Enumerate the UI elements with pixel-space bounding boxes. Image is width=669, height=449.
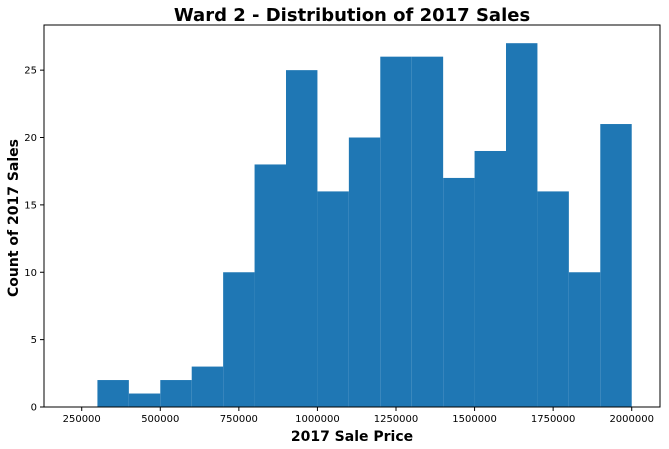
histogram-bar-7 [317, 191, 349, 407]
histogram-bar-3 [191, 366, 224, 407]
histogram-bar-14 [537, 191, 569, 407]
histogram-bar-11 [443, 177, 475, 407]
histogram-bar-5 [254, 164, 286, 407]
histogram-bar-13 [506, 43, 538, 407]
x-tick-label: 2000000 [609, 414, 654, 425]
histogram-bar-2 [160, 380, 192, 407]
histogram-bar-12 [474, 150, 506, 407]
histogram-bar-4 [223, 272, 255, 407]
y-tick-label: 25 [24, 66, 37, 77]
histogram-bar-6 [286, 70, 318, 407]
y-axis-label: Count of 2017 Sales [6, 139, 22, 297]
histogram-bar-8 [348, 137, 381, 407]
chart-title: Ward 2 - Distribution of 2017 Sales [174, 5, 530, 26]
histogram-bar-15 [568, 272, 601, 407]
histogram-bar-16 [600, 124, 632, 407]
y-tick-label: 0 [31, 403, 37, 414]
y-tick-label: 10 [24, 268, 37, 279]
histogram-bar-9 [380, 56, 412, 407]
y-axis-ticks: 0 5 10 15 20 25 [24, 66, 44, 414]
histogram-bar-1 [128, 393, 161, 407]
x-tick-label: 1000000 [295, 414, 340, 425]
histogram-bar-10 [411, 56, 444, 407]
x-axis-ticks: 250000 500000 750000 1000000 1250000 1500000 1… [63, 407, 654, 425]
histogram-bar-0 [97, 380, 129, 407]
x-tick-label: 1750000 [531, 414, 576, 425]
x-tick-label: 500000 [141, 414, 179, 425]
plot-frame [43, 24, 661, 408]
y-tick-label: 5 [31, 335, 37, 346]
x-axis-label: 2017 Sale Price [291, 429, 413, 445]
y-tick-label: 20 [24, 133, 37, 144]
bars-group [97, 43, 632, 407]
y-tick-label: 15 [24, 200, 37, 211]
x-tick-label: 750000 [220, 414, 258, 425]
x-tick-label: 1250000 [374, 414, 419, 425]
x-tick-label: 1500000 [452, 414, 497, 425]
x-tick-label: 250000 [63, 414, 101, 425]
